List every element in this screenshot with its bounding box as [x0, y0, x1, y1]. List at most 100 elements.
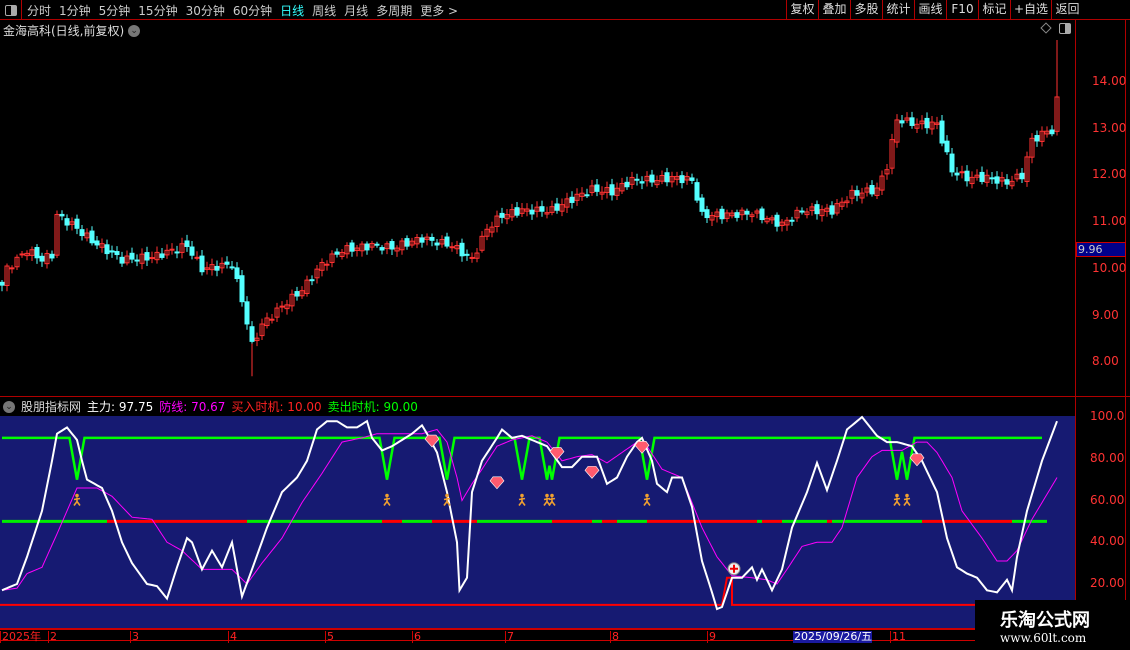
candle-body [139, 253, 145, 264]
period-tab[interactable]: 5分钟 [98, 4, 131, 18]
toolbar-button[interactable]: 复权 [786, 0, 818, 20]
layout-toggle-button[interactable] [0, 0, 22, 20]
toolbar-button[interactable]: 画线 [914, 0, 946, 20]
watermark: 乐淘公式网 www.60lt.com [975, 600, 1130, 650]
period-tab[interactable]: 月线 [344, 4, 369, 18]
toolbar-button[interactable]: 叠加 [818, 0, 850, 20]
candle-body [1009, 180, 1015, 187]
candle-body [4, 265, 10, 287]
candle-body [639, 181, 645, 184]
candle-body [19, 253, 25, 256]
candle-body [464, 253, 470, 256]
chevron-down-icon[interactable]: ⌄ [3, 400, 15, 413]
candle-body [104, 244, 110, 255]
candle-body [344, 245, 350, 255]
toolbar-button[interactable]: 返回 [1051, 0, 1083, 20]
candle-body [179, 243, 185, 253]
candle-body [744, 210, 750, 215]
candle-body [319, 261, 325, 271]
buy-signal-icon [643, 497, 651, 506]
candle-body [994, 176, 1000, 184]
gem-signal-icon [549, 447, 565, 461]
toolbar-button[interactable]: F10 [946, 0, 978, 20]
period-tab[interactable]: 1分钟 [59, 4, 91, 18]
sell-timing-line [2, 436, 1042, 480]
candle-body [24, 252, 30, 257]
candle-body [854, 190, 860, 196]
candle-body [924, 117, 930, 129]
candle-body [69, 221, 75, 225]
gem-signal-icon [424, 434, 440, 448]
candle-body [754, 210, 760, 214]
defense-line [1, 428, 1058, 591]
price-tick: 8.00 [1092, 354, 1119, 369]
candle-body [1029, 137, 1035, 158]
period-tab[interactable]: 60分钟 [232, 4, 273, 18]
candle-body [389, 241, 395, 250]
candle-body [579, 192, 585, 197]
candle-body [359, 243, 365, 252]
candle-body [774, 214, 780, 227]
candle-body [469, 256, 475, 259]
candle-body [159, 253, 165, 258]
candle-body [1044, 130, 1050, 135]
watermark-name: 乐淘公式网 [1000, 610, 1090, 631]
candle-body [339, 251, 345, 257]
buy-signal-icon [903, 497, 911, 506]
candle-body [214, 265, 220, 271]
candle-body [299, 290, 305, 297]
candle-body [894, 119, 900, 143]
indicator-name[interactable]: 股朋指标网 [21, 400, 82, 414]
axis-divider [1075, 20, 1076, 630]
toolbar-button[interactable]: 标记 [978, 0, 1010, 20]
candle-body [324, 263, 330, 266]
period-tab[interactable]: 30分钟 [185, 4, 225, 18]
period-tab[interactable]: 分时 [27, 4, 52, 18]
indicator-tick: 20.00 [1090, 576, 1125, 590]
candle-body [199, 255, 205, 273]
sell-value: 卖出时机: 90.00 [327, 400, 418, 414]
candle-body [584, 194, 590, 197]
candle-body [64, 218, 70, 226]
candle-body [589, 185, 595, 194]
candle-body [914, 123, 920, 129]
candle-body [394, 247, 400, 252]
period-tab[interactable]: 多周期 [376, 4, 413, 18]
candle-body [479, 235, 485, 251]
chevron-down-icon[interactable]: ⌄ [128, 24, 141, 37]
toolbar-button[interactable]: 多股 [850, 0, 882, 20]
candle-body [779, 221, 785, 226]
candle-body [844, 200, 850, 204]
candle-body [29, 249, 35, 256]
candle-body [49, 253, 55, 259]
period-tab[interactable]: 周线 [312, 4, 337, 18]
candle-body [814, 204, 820, 215]
candle-body [829, 205, 835, 215]
stock-title[interactable]: 金海高科(日线,前复权) ⌄ [3, 22, 141, 39]
toolbar-button[interactable]: 统计 [882, 0, 914, 20]
buy-signal-icon [75, 493, 79, 498]
period-tab[interactable]: 更多 > [420, 4, 459, 18]
candle-body [494, 215, 500, 227]
panel-icon[interactable] [1059, 23, 1071, 34]
period-tab[interactable]: 15分钟 [138, 4, 178, 18]
candle-body [749, 214, 755, 218]
candle-body [904, 117, 910, 121]
candle-body [229, 266, 235, 269]
candle-body [809, 206, 815, 212]
price-tick: 13.00 [1092, 120, 1127, 135]
candle-body [954, 172, 960, 176]
candle-body [939, 120, 945, 144]
candle-body [294, 291, 300, 297]
candle-body [54, 213, 60, 256]
candle-body [1024, 156, 1030, 182]
toolbar-button[interactable]: +自选 [1010, 0, 1051, 20]
candle-body [239, 275, 245, 303]
time-label: 7 [505, 630, 514, 643]
period-tab[interactable]: 日线 [280, 4, 305, 18]
candle-body [984, 174, 990, 183]
candle-body [944, 140, 950, 153]
candle-body [424, 236, 430, 240]
gem-signal-icon [584, 466, 600, 479]
candle-body [39, 255, 45, 262]
